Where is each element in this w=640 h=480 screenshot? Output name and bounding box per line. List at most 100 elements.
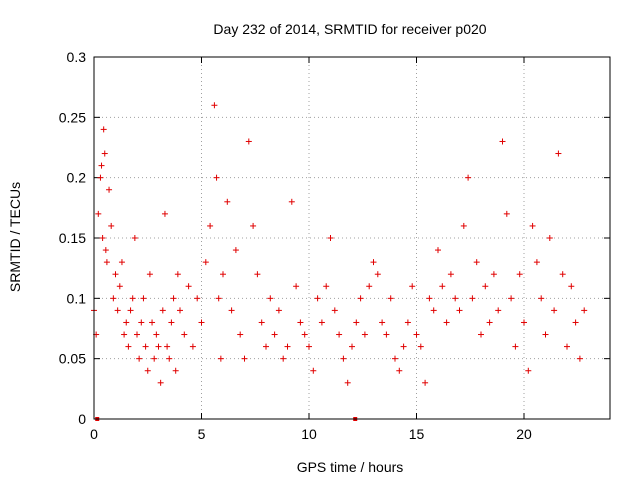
data-point bbox=[581, 307, 588, 314]
data-point bbox=[159, 307, 166, 314]
data-point bbox=[153, 331, 160, 338]
data-point bbox=[202, 259, 209, 266]
data-point bbox=[211, 102, 218, 109]
y-tick-label: 0.15 bbox=[59, 230, 86, 246]
data-point bbox=[374, 271, 381, 278]
data-point bbox=[134, 331, 140, 338]
data-point bbox=[430, 307, 437, 314]
y-tick-label: 0 bbox=[78, 411, 86, 427]
data-point bbox=[102, 247, 109, 254]
data-point bbox=[254, 271, 261, 278]
data-point bbox=[189, 343, 196, 350]
data-point bbox=[456, 307, 463, 314]
data-point bbox=[469, 295, 476, 302]
data-point bbox=[98, 162, 105, 169]
data-point bbox=[306, 343, 312, 350]
data-point bbox=[443, 319, 450, 326]
data-point bbox=[521, 319, 527, 326]
data-point bbox=[318, 319, 325, 326]
y-axis-label: SRMTID / TECUs bbox=[7, 182, 23, 292]
data-point bbox=[106, 186, 113, 193]
y-tick-label: 0.05 bbox=[59, 351, 86, 367]
data-point bbox=[177, 307, 183, 314]
data-point bbox=[559, 271, 566, 278]
data-point bbox=[447, 271, 454, 278]
data-point bbox=[198, 319, 205, 326]
y-tick-label: 0.1 bbox=[67, 290, 87, 306]
data-point bbox=[166, 355, 173, 362]
data-point bbox=[108, 222, 115, 229]
data-point bbox=[293, 283, 300, 290]
data-point bbox=[114, 307, 121, 314]
data-points bbox=[91, 102, 588, 386]
x-tick-label: 5 bbox=[198, 426, 206, 442]
data-point bbox=[224, 198, 231, 205]
data-point bbox=[118, 259, 125, 266]
data-point bbox=[288, 198, 295, 205]
data-point bbox=[323, 283, 330, 290]
data-point bbox=[207, 222, 214, 229]
data-point bbox=[568, 283, 575, 290]
data-point bbox=[228, 307, 235, 314]
data-point bbox=[551, 307, 558, 314]
data-point bbox=[525, 367, 532, 374]
data-point bbox=[503, 210, 510, 217]
data-point bbox=[99, 235, 106, 241]
data-point bbox=[275, 307, 282, 314]
data-point bbox=[142, 343, 149, 350]
data-point bbox=[215, 295, 222, 302]
x-tick-label: 10 bbox=[301, 426, 317, 442]
data-point bbox=[370, 259, 377, 266]
data-point bbox=[174, 271, 181, 278]
tick-labels: 0 0.05 0.1 0.15 0.2 0.25 0.3 0 5 10 15 20 bbox=[59, 49, 532, 442]
data-point bbox=[217, 355, 224, 362]
x-tick-label: 15 bbox=[409, 426, 425, 442]
data-point bbox=[331, 307, 338, 314]
data-point bbox=[460, 222, 467, 229]
data-point bbox=[284, 343, 291, 350]
data-point bbox=[95, 210, 102, 217]
data-point bbox=[181, 331, 188, 338]
data-point bbox=[245, 138, 252, 145]
data-point bbox=[172, 367, 179, 374]
data-point bbox=[572, 319, 579, 326]
data-point bbox=[357, 295, 364, 302]
data-point bbox=[465, 174, 472, 181]
data-point bbox=[129, 295, 136, 302]
plot-frame bbox=[93, 56, 611, 420]
data-point bbox=[422, 379, 429, 386]
data-point bbox=[392, 355, 398, 362]
data-point bbox=[138, 319, 145, 326]
data-point bbox=[400, 343, 407, 350]
data-point bbox=[297, 319, 304, 326]
data-point bbox=[413, 331, 420, 338]
y-tick-label: 0.3 bbox=[67, 49, 87, 65]
data-point bbox=[353, 319, 360, 326]
data-point bbox=[409, 283, 416, 290]
data-point bbox=[213, 174, 220, 181]
data-point bbox=[151, 355, 158, 362]
ticks bbox=[93, 56, 610, 420]
data-point bbox=[426, 295, 433, 302]
data-point bbox=[280, 355, 287, 362]
data-point bbox=[112, 271, 119, 278]
data-point bbox=[546, 235, 553, 241]
data-point bbox=[131, 235, 138, 241]
data-point bbox=[123, 319, 130, 326]
grid bbox=[94, 57, 610, 419]
data-point bbox=[439, 283, 446, 290]
data-point bbox=[100, 126, 107, 133]
data-point bbox=[336, 331, 343, 338]
data-point bbox=[499, 138, 506, 145]
data-point bbox=[220, 271, 226, 278]
data-point bbox=[241, 355, 248, 362]
data-point bbox=[194, 295, 201, 302]
data-point bbox=[396, 367, 403, 374]
data-point bbox=[366, 283, 373, 290]
data-point bbox=[495, 307, 502, 314]
data-point bbox=[144, 367, 151, 374]
data-point bbox=[127, 307, 134, 314]
data-point bbox=[555, 150, 562, 157]
x-tick-label: 20 bbox=[516, 426, 532, 442]
data-point bbox=[125, 343, 132, 350]
